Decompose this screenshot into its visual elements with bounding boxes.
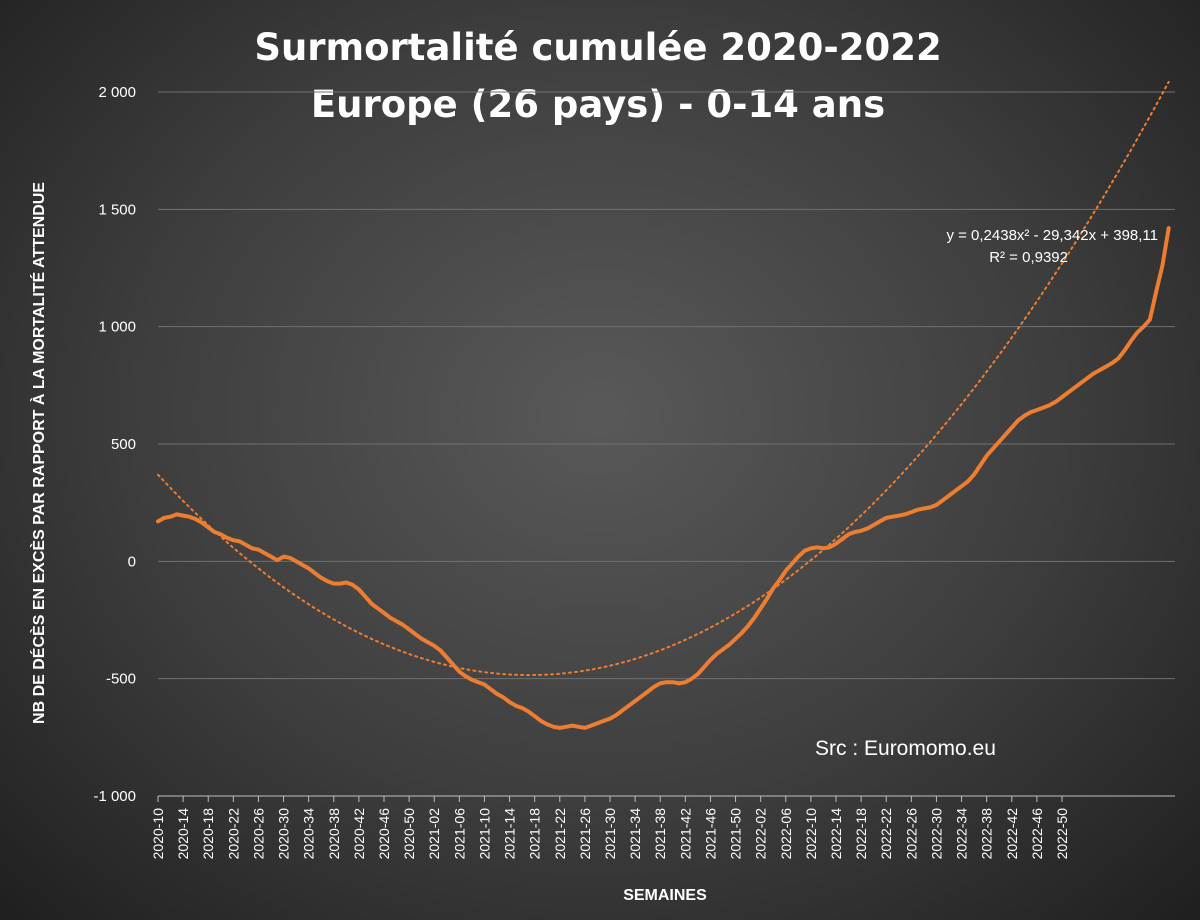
x-tick-label: 2020-42: [351, 808, 367, 860]
x-tick-label: 2020-46: [376, 808, 392, 860]
x-tick-label: 2021-18: [527, 808, 543, 860]
trendline-equation: y = 0,2438x² - 29,342x + 398,11: [946, 227, 1158, 244]
x-tick-label: 2021-06: [451, 808, 467, 860]
x-tick-label: 2020-18: [200, 808, 216, 860]
grid-layer: [157, 91, 1175, 802]
x-tick-label: 2021-14: [502, 808, 518, 860]
x-tick-label: 2022-22: [878, 808, 894, 860]
x-tick-label: 2020-14: [175, 808, 191, 860]
chart-title: Surmortalité cumulée 2020-2022: [254, 26, 941, 69]
y-tick-label: -1 000: [93, 788, 136, 805]
x-tick-label: 2021-42: [677, 808, 693, 860]
x-tick-labels: 2020-10 2020-14 2020-18 2020-22 2020-26 2020-…: [150, 808, 1070, 860]
trendline: [157, 80, 1170, 677]
x-tick-label: 2021-50: [728, 808, 744, 860]
y-tick-label: 500: [111, 436, 136, 453]
x-tick-label: 2021-30: [602, 808, 618, 860]
series-layer: [156, 226, 1171, 730]
x-axis-title: SEMAINES: [623, 887, 707, 904]
x-tick-label: 2022-34: [954, 808, 970, 860]
y-tick-label: -500: [106, 671, 136, 688]
x-tick-label: 2020-50: [401, 808, 417, 860]
x-tick-label: 2020-34: [301, 808, 317, 860]
y-tick-label: 2 000: [98, 84, 136, 101]
chart-subtitle: Europe (26 pays) - 0-14 ans: [311, 83, 885, 126]
x-tick-label: 2021-10: [476, 808, 492, 860]
x-tick-label: 2022-14: [828, 808, 844, 860]
y-tick-label: 0: [128, 553, 136, 570]
y-axis-title: NB DE DÉCÈS EN EXCÈS PAR RAPPORT À LA MO…: [29, 182, 48, 724]
x-tick-label: 2021-46: [702, 808, 718, 860]
x-tick-label: 2022-06: [778, 808, 794, 860]
x-tick-label: 2022-50: [1054, 808, 1070, 860]
x-tick-label: 2022-02: [753, 808, 769, 860]
x-tick-label: 2022-18: [853, 808, 869, 860]
x-tick-label: 2020-26: [250, 808, 266, 860]
x-tick-label: 2021-38: [652, 808, 668, 860]
x-tick-label: 2020-10: [150, 808, 166, 860]
trendline-layer: [157, 80, 1170, 677]
source-note: Src : Euromomo.eu: [815, 737, 996, 760]
x-tick-label: 2021-34: [627, 808, 643, 860]
series-line: [156, 226, 1171, 730]
x-tick-label: 2021-26: [577, 808, 593, 860]
x-tick-label: 2020-30: [276, 808, 292, 860]
x-tick-label: 2021-02: [426, 808, 442, 860]
trendline-r2: R² = 0,9392: [989, 249, 1068, 266]
x-tick-label: 2022-38: [979, 808, 995, 860]
x-tick-label: 2020-38: [326, 808, 342, 860]
x-tick-label: 2021-22: [552, 808, 568, 860]
x-tick-label: 2022-30: [928, 808, 944, 860]
y-tick-labels: 2 000 1 500 1 000 500 0 -500 -1 000: [93, 84, 136, 805]
y-tick-label: 1 500: [98, 201, 136, 218]
x-tick-label: 2022-26: [903, 808, 919, 860]
x-tick-label: 2022-46: [1029, 808, 1045, 860]
y-tick-label: 1 000: [98, 319, 136, 336]
x-tick-label: 2022-42: [1004, 808, 1020, 860]
x-tick-label: 2020-22: [225, 808, 241, 860]
x-tick-label: 2022-10: [803, 808, 819, 860]
